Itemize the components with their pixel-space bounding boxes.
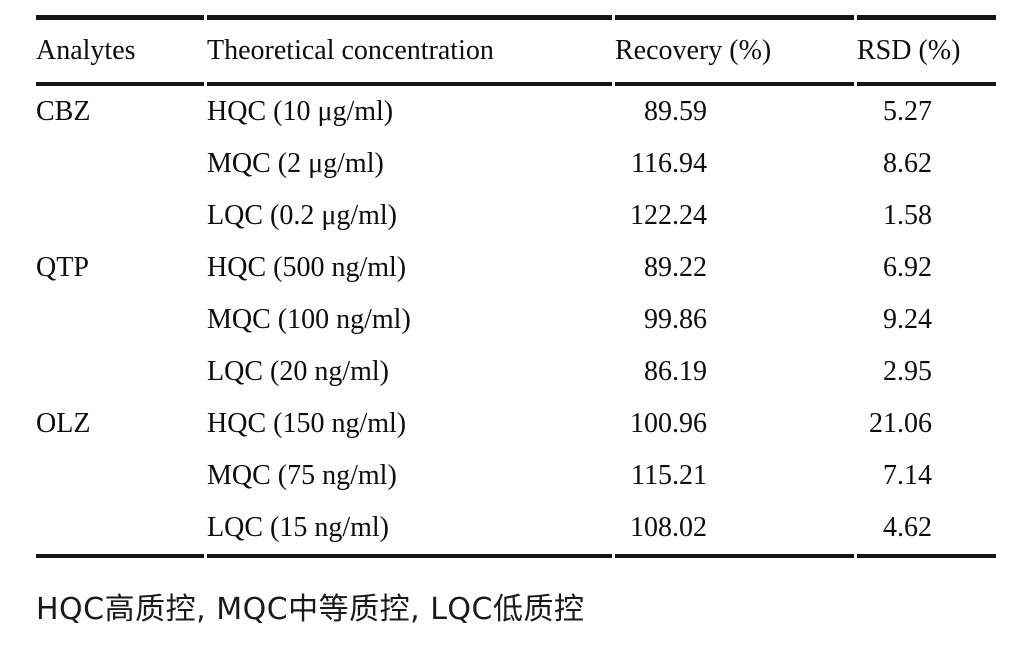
rsd-cell: 2.95 <box>883 356 932 387</box>
table-row: MQC (2 μg/ml) 116.94 8.62 <box>36 138 996 190</box>
col-header-theoretical-concentration: Theoretical concentration <box>207 15 612 86</box>
rsd-cell: 1.58 <box>883 200 932 231</box>
analyte-cell: CBZ <box>36 96 91 127</box>
recovery-cell: 89.22 <box>644 252 707 283</box>
recovery-table: Analytes Theoretical concentration Recov… <box>33 15 999 558</box>
table-row: LQC (20 ng/ml) 86.19 2.95 <box>36 346 996 398</box>
analyte-cell <box>36 346 204 398</box>
recovery-cell: 100.96 <box>630 408 707 439</box>
concentration-cell: LQC (0.2 μg/ml) <box>207 200 397 231</box>
recovery-cell: 108.02 <box>615 502 854 558</box>
concentration-cell: MQC (100 ng/ml) <box>207 304 411 335</box>
table-row: LQC (0.2 μg/ml) 122.24 1.58 <box>36 190 996 242</box>
rsd-cell: 4.62 <box>857 502 996 558</box>
table-row: LQC (15 ng/ml) 108.02 4.62 <box>36 502 996 558</box>
table-footnote: HQC高质控, MQC中等质控, LQC低质控 <box>36 592 585 627</box>
recovery-cell: 122.24 <box>630 200 707 231</box>
table-figure: Analytes Theoretical concentration Recov… <box>0 15 1024 654</box>
analyte-cell <box>36 190 204 242</box>
concentration-cell: LQC (20 ng/ml) <box>207 356 389 387</box>
col-header-rsd: RSD (%) <box>857 15 996 86</box>
analyte-cell <box>36 294 204 346</box>
table-row: MQC (75 ng/ml) 115.21 7.14 <box>36 450 996 502</box>
analyte-cell: QTP <box>36 252 89 283</box>
rsd-cell: 21.06 <box>869 408 932 439</box>
concentration-cell: LQC (15 ng/ml) <box>207 502 612 558</box>
rsd-cell: 7.14 <box>883 460 932 491</box>
col-header-analytes: Analytes <box>36 15 204 86</box>
analyte-cell <box>36 502 204 558</box>
rsd-cell: 5.27 <box>883 96 932 127</box>
table-row: MQC (100 ng/ml) 99.86 9.24 <box>36 294 996 346</box>
rsd-cell: 8.62 <box>883 148 932 179</box>
rsd-cell: 6.92 <box>883 252 932 283</box>
col-header-recovery: Recovery (%) <box>615 15 854 86</box>
concentration-cell: HQC (10 μg/ml) <box>207 96 394 127</box>
table-row: CBZ HQC (10 μg/ml) 89.59 5.27 <box>36 86 996 138</box>
recovery-cell: 99.86 <box>644 304 707 335</box>
recovery-cell: 115.21 <box>631 460 707 491</box>
analyte-cell: OLZ <box>36 408 91 439</box>
recovery-cell: 86.19 <box>644 356 707 387</box>
concentration-cell: MQC (75 ng/ml) <box>207 460 397 491</box>
table-row: QTP HQC (500 ng/ml) 89.22 6.92 <box>36 242 996 294</box>
concentration-cell: MQC (2 μg/ml) <box>207 148 384 179</box>
analyte-cell <box>36 450 204 502</box>
table-row: OLZ HQC (150 ng/ml) 100.96 21.06 <box>36 398 996 450</box>
rsd-cell: 9.24 <box>883 304 932 335</box>
analyte-cell <box>36 138 204 190</box>
concentration-cell: HQC (500 ng/ml) <box>207 252 407 283</box>
concentration-cell: HQC (150 ng/ml) <box>207 408 407 439</box>
recovery-cell: 89.59 <box>644 96 707 127</box>
recovery-cell: 116.94 <box>631 148 707 179</box>
header-row: Analytes Theoretical concentration Recov… <box>36 15 996 86</box>
